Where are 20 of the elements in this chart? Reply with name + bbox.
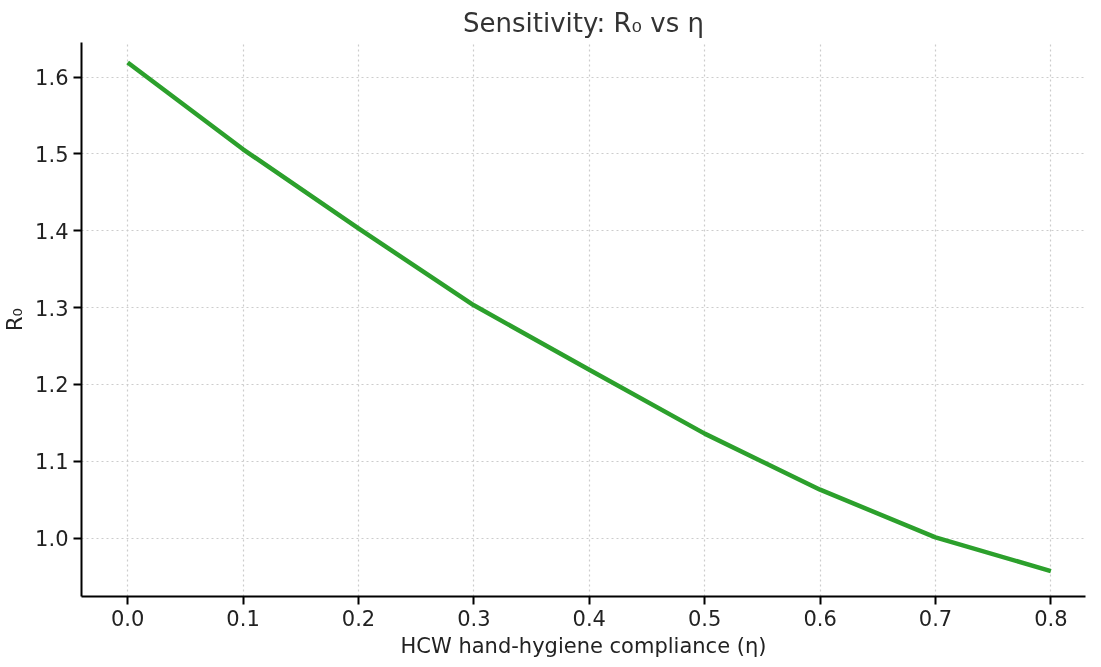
y-axis-title: R₀ <box>3 307 28 331</box>
y-tick-label: 1.6 <box>35 66 69 91</box>
y-tick-label: 1.0 <box>35 527 69 552</box>
x-tick-label: 0.5 <box>687 606 722 631</box>
x-tick-label: 0.4 <box>572 606 606 631</box>
x-tick-label: 0.8 <box>1034 606 1068 631</box>
x-tick-label: 0.3 <box>457 606 491 631</box>
y-tick-label: 1.2 <box>35 373 69 398</box>
y-tick-label: 1.5 <box>35 142 69 167</box>
x-tick-label: 0.0 <box>110 606 145 631</box>
x-tick-label: 0.1 <box>226 606 260 631</box>
x-tick-label: 0.7 <box>918 606 953 631</box>
y-tick-label: 1.1 <box>35 450 69 475</box>
x-tick-label: 0.6 <box>803 606 837 631</box>
x-tick-label: 0.2 <box>341 606 376 631</box>
chart-title: Sensitivity: R₀ vs η <box>463 7 704 38</box>
x-axis-title: HCW hand-hygiene compliance (η) <box>400 633 767 658</box>
y-tick-label: 1.3 <box>35 296 69 321</box>
line-series <box>125 60 1054 574</box>
y-tick-label: 1.4 <box>35 219 69 244</box>
